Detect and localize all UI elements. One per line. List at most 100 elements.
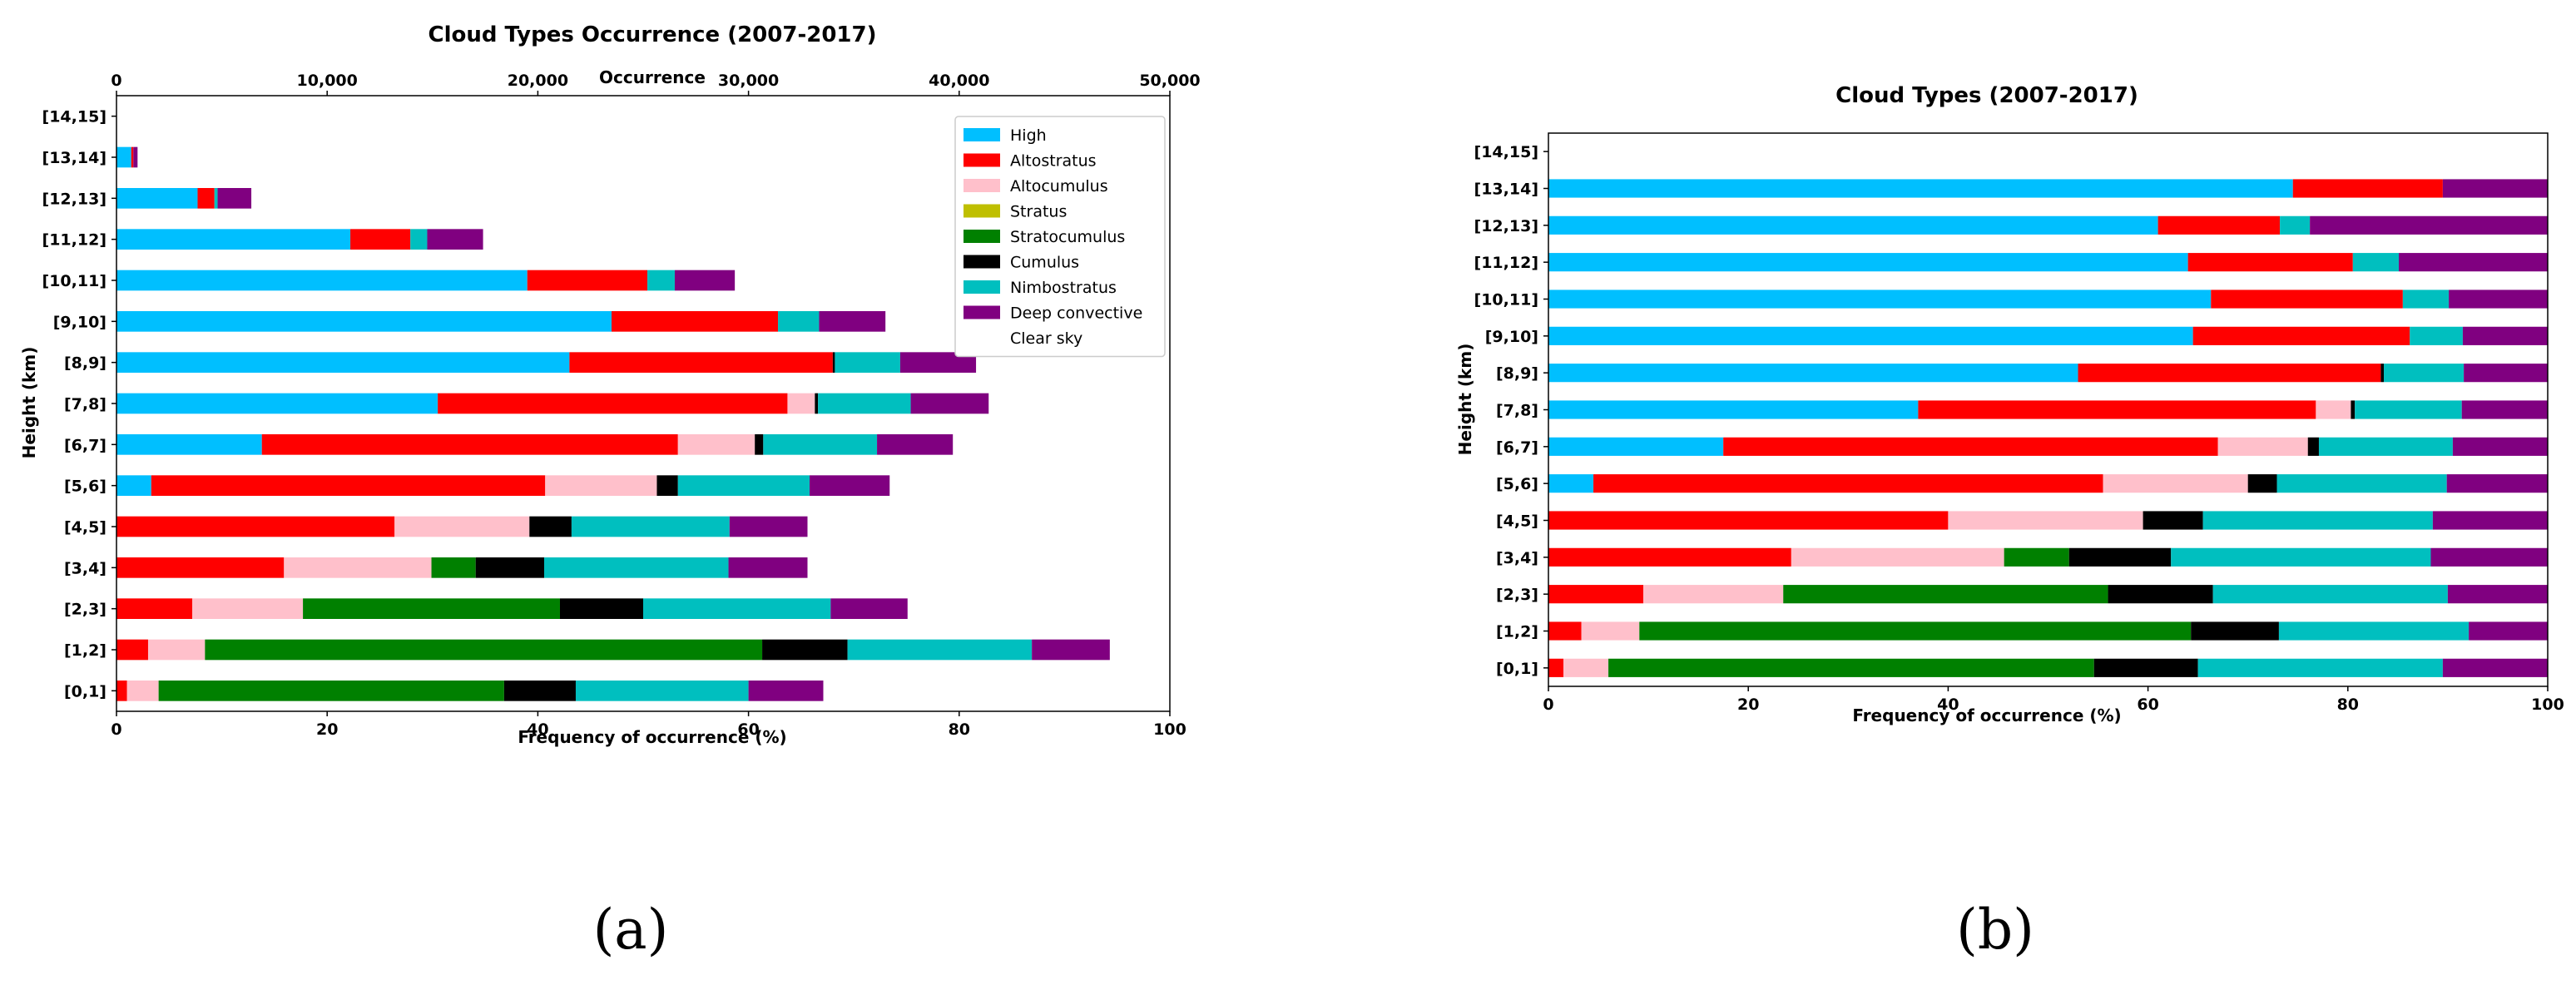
bar-altostratus-9 (612, 311, 779, 332)
bar-nimbostratus-11 (410, 229, 428, 250)
bar-altostratus-6 (1723, 437, 2218, 456)
y-tick-label: [8,9] (1496, 364, 1538, 383)
bar-altostratus-3 (116, 557, 285, 578)
top-tick-label: 40,000 (929, 72, 989, 90)
bar-stratocumulus-1 (205, 639, 763, 661)
x-tick-label: 80 (949, 720, 970, 739)
bar-nimbostratus-3 (543, 557, 729, 578)
bar-altostratus-7 (1918, 400, 2316, 419)
legend-label-altostratus: Altostratus (1010, 152, 1097, 171)
chart-b-title: Cloud Types (2007-2017) (1835, 83, 2138, 108)
bar-nimbostratus-6 (763, 434, 878, 455)
bar-altostratus-8 (2078, 364, 2381, 383)
bar-altocumulus-3 (284, 557, 432, 578)
bar-altostratus-11 (2187, 253, 2353, 272)
bar-altostratus-5 (1593, 474, 2103, 493)
bar-altocumulus-7 (2316, 400, 2351, 419)
bar-nimbostratus-7 (2355, 400, 2462, 419)
bar-altocumulus-4 (394, 516, 530, 537)
x-tick-label: 40 (527, 720, 548, 739)
chart-a-y-axis-label: Height (km) (19, 347, 39, 459)
bar-high-5 (1548, 474, 1594, 493)
bar-altostratus-1 (116, 639, 148, 661)
bar-cumulus-0 (2093, 658, 2198, 677)
legend-box (954, 116, 1166, 358)
bar-nimbostratus-1 (847, 639, 1033, 661)
y-tick-label: [13,14] (42, 149, 107, 167)
bar-cumulus-3 (475, 557, 544, 578)
bar-high-5 (116, 475, 151, 496)
y-tick-label: [7,8] (1496, 402, 1538, 420)
bar-deep-convective-4 (2432, 511, 2548, 530)
bar-nimbostratus-0 (2197, 658, 2443, 677)
bar-stratocumulus-0 (1608, 658, 2094, 677)
x-tick-label: 20 (1737, 695, 1759, 714)
bar-nimbostratus-8 (2384, 364, 2465, 383)
bar-cumulus-2 (2108, 585, 2213, 604)
bar-deep-convective-8 (2464, 364, 2548, 383)
bar-high-10 (116, 270, 528, 291)
bar-altostratus-4 (116, 516, 395, 537)
legend-swatch-clear-sky (964, 331, 1000, 344)
bar-cumulus-4 (529, 516, 572, 537)
chart-a-plot-frame (116, 95, 1171, 712)
bar-deep-convective-2 (830, 598, 908, 619)
bar-altocumulus-5 (545, 475, 657, 496)
bar-cumulus-6 (2307, 437, 2319, 456)
bar-nimbostratus-12 (214, 188, 218, 209)
bar-high-10 (1548, 290, 2212, 309)
bar-deep-convective-10 (674, 270, 736, 291)
bar-altocumulus-1 (147, 639, 206, 661)
bar-high-6 (116, 434, 262, 455)
bar-altocumulus-2 (1643, 585, 1784, 604)
bar-nimbostratus-9 (2410, 326, 2463, 345)
bar-altostratus-6 (261, 434, 678, 455)
y-tick-label: [6,7] (64, 436, 107, 454)
legend-label-nimbostratus: Nimbostratus (1010, 279, 1117, 297)
bar-cumulus-1 (2191, 621, 2279, 641)
bar-cumulus-3 (2068, 547, 2172, 567)
bar-high-13 (1548, 179, 2293, 198)
y-tick-label: [12,13] (1474, 217, 1538, 235)
y-tick-label: [13,14] (1474, 181, 1538, 199)
bar-deep-convective-9 (819, 311, 886, 332)
x-tick-label: 0 (1543, 695, 1553, 714)
bar-cumulus-8 (832, 352, 835, 373)
bar-high-7 (1548, 400, 1919, 419)
bar-altostratus-0 (116, 681, 127, 701)
legend-swatch-nimbostratus (964, 280, 1000, 294)
chart-b-x-ticks: 0 20 40 60 80 100 (1543, 686, 2564, 714)
bar-nimbostratus-12 (2280, 215, 2311, 235)
bar-altocumulus-1 (1581, 621, 1640, 641)
bar-altostratus-13 (131, 146, 134, 168)
bar-altocumulus-6 (2217, 437, 2308, 456)
x-tick-label: 20 (316, 720, 338, 739)
bar-altocumulus-0 (126, 681, 159, 701)
bar-altocumulus-0 (1563, 658, 1609, 677)
bar-altostratus-3 (1548, 547, 1791, 567)
y-tick-label: [0,1] (64, 682, 107, 700)
x-tick-label: 100 (1153, 720, 1186, 739)
bar-altostratus-8 (569, 352, 833, 373)
bar-altostratus-4 (1548, 511, 1949, 530)
bar-deep-convective-1 (1032, 639, 1110, 661)
bar-high-8 (116, 352, 570, 373)
y-tick-label: [8,9] (64, 354, 107, 373)
legend-swatch-high (964, 128, 1000, 141)
bar-deep-convective-3 (728, 557, 808, 578)
bar-high-12 (1548, 215, 2158, 235)
legend-swatch-altocumulus (964, 179, 1000, 192)
bar-nimbostratus-8 (835, 352, 900, 373)
bar-altocumulus-5 (2103, 474, 2248, 493)
y-tick-label: [4,5] (1496, 512, 1538, 531)
legend-label-clear-sky: Clear sky (1010, 329, 1082, 348)
caption-b: (b) (1956, 898, 2034, 962)
legend-swatch-stratus (964, 204, 1000, 218)
legend-label-altocumulus: Altocumulus (1010, 177, 1108, 196)
y-tick-label: [1,2] (64, 641, 107, 660)
y-tick-label: [11,12] (1474, 254, 1538, 272)
y-tick-label: [2,3] (1496, 586, 1538, 604)
caption-a: (a) (593, 898, 669, 962)
chart-a-title: Cloud Types Occurrence (2007-2017) (428, 22, 876, 47)
bar-nimbostratus-9 (778, 311, 820, 332)
